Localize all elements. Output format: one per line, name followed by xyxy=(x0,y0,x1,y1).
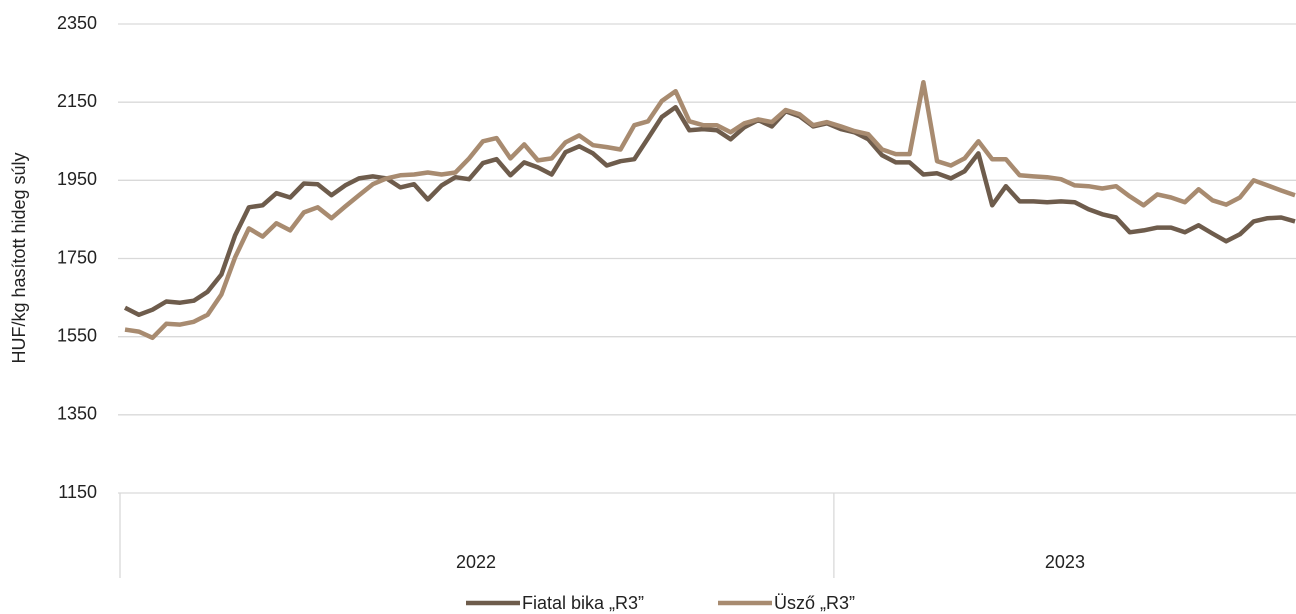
x-group-label: 2022 xyxy=(456,552,496,572)
legend-label: Fiatal bika „R3” xyxy=(522,593,644,613)
y-tick-label: 1550 xyxy=(57,325,97,345)
y-tick-label: 2350 xyxy=(57,13,97,33)
y-tick-label: 1150 xyxy=(58,482,97,502)
y-tick-label: 2150 xyxy=(57,91,97,111)
line-series xyxy=(123,104,1296,318)
legend-label: Üsző „R3” xyxy=(774,593,855,613)
y-tick-label: 1750 xyxy=(57,247,97,267)
y-axis-label: HUF/kg hasított hideg súly xyxy=(9,152,29,363)
x-group-label: 2023 xyxy=(1045,552,1085,572)
y-tick-label: 1950 xyxy=(57,169,97,189)
line-series xyxy=(124,79,1296,341)
y-tick-label: 1350 xyxy=(57,404,97,424)
